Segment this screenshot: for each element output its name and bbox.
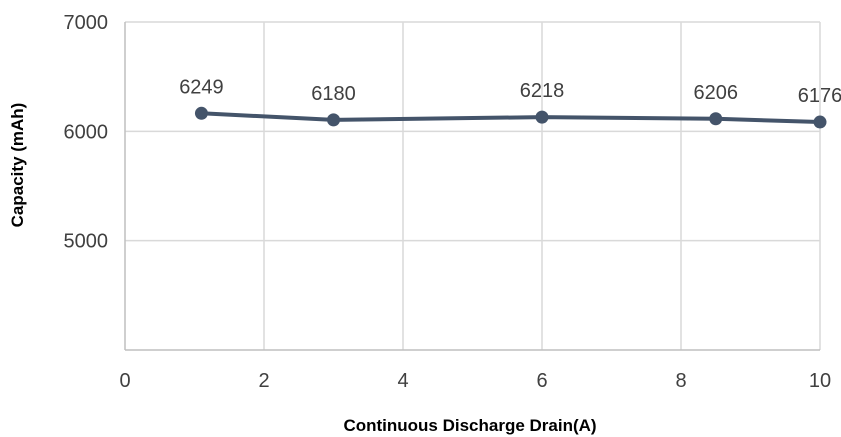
gridlines [125,21,821,350]
data-label-3: 6206 [694,82,739,104]
x-tick-label-2: 2 [258,370,269,392]
data-point-1 [327,113,340,127]
y-tick-label-6000: 6000 [64,121,109,143]
data-label-0: 6249 [179,76,224,98]
series-line-0 [201,111,821,125]
x-tick-label-0: 0 [119,370,130,392]
x-tick-label-4: 4 [397,370,408,392]
data-point-2 [535,110,549,124]
data-label-4: 6176 [798,85,841,107]
y-tick-label-5000: 5000 [64,231,109,253]
x-tick-label-8: 8 [675,370,686,392]
data-point-0 [194,106,208,120]
y-tick-label-7000: 7000 [64,12,109,34]
x-tick-label-10: 10 [809,370,831,392]
data-point-3 [709,112,723,126]
y-axis-title: Capacity (mAh) [8,103,27,228]
data-label-2: 6218 [520,80,565,102]
x-tick-label-6: 6 [536,370,547,392]
data-point-4 [813,115,827,129]
data-label-1: 6180 [311,83,356,105]
x-axis-title: Continuous Discharge Drain(A) [343,416,596,435]
